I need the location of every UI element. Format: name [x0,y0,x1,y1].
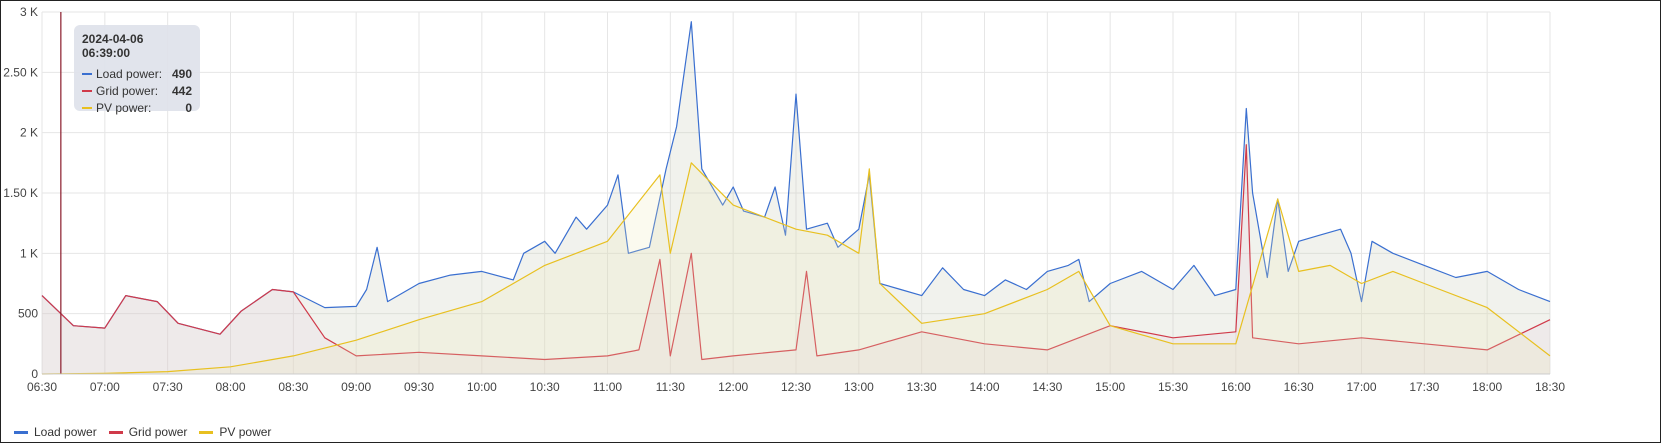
legend-grid-label: Grid power [128,425,188,439]
legend-load-swatch-icon [14,430,28,434]
hover-tooltip: 2024-04-06 06:39:00 Load power: 490 Grid… [74,25,200,115]
legend-item-load[interactable]: Load power [14,425,97,439]
x-tick-label: 16:00 [1221,380,1251,394]
x-tick-label: 18:00 [1472,380,1502,394]
y-tick-label: 1.50 K [3,186,38,200]
tooltip-row-pv: PV power: 0 [82,99,192,116]
legend-grid-swatch-icon [108,430,123,434]
x-tick-label: 14:00 [969,380,999,394]
y-tick-label: 2 K [20,126,38,140]
tooltip-grid-value: 442 [171,83,192,98]
grid-swatch-icon [82,89,92,92]
x-tick-label: 09:00 [341,380,371,394]
x-tick-label: 11:00 [593,380,622,394]
series-area-1 [42,144,1550,374]
tooltip-row-load: Load power: 490 [82,65,192,82]
x-tick-label: 18:30 [1535,380,1565,394]
x-tick-label: 15:30 [1158,380,1188,394]
tooltip-title: 2024-04-06 06:39:00 [82,32,144,60]
x-tick-label: 10:00 [467,380,497,394]
pv-swatch-icon [82,106,92,109]
chart-legend: Load power Grid power PV power [14,425,271,439]
x-tick-label: 14:30 [1032,380,1062,394]
tooltip-load-name: Load power: [96,66,163,81]
x-tick-label: 12:30 [781,380,811,394]
load-swatch-icon [82,72,92,75]
x-tick-label: 10:30 [530,380,560,394]
series-line-1 [41,144,1551,361]
x-tick-label: 08:30 [278,380,308,394]
y-tick-label: 0 [31,367,38,381]
legend-load-label: Load power [34,425,97,439]
y-tick-label: 2.50 K [3,65,38,79]
x-tick-label: 09:30 [404,380,434,394]
series-area-2 [42,162,1550,374]
legend-pv-swatch-icon [199,430,214,434]
x-tick-label: 17:30 [1409,380,1439,394]
y-tick-label: 500 [18,307,38,321]
series-line-2 [41,162,1551,375]
x-tick-label: 15:00 [1095,380,1125,394]
legend-item-pv[interactable]: PV power [199,425,271,439]
x-tick-label: 16:30 [1284,380,1314,394]
series-area-0 [42,21,1550,374]
tooltip-pv-name: PV power: [96,100,152,115]
x-tick-label: 07:30 [153,380,183,394]
x-tick-label: 17:00 [1346,380,1376,394]
tooltip-row-grid: Grid power: 442 [82,82,192,99]
x-tick-label: 12:00 [718,380,748,394]
tooltip-pv-value: 0 [185,100,192,115]
x-tick-label: 07:00 [90,380,120,394]
legend-pv-label: PV power [219,425,272,439]
tooltip-load-value: 490 [171,66,192,81]
x-tick-label: 11:30 [656,380,685,394]
legend-item-grid[interactable]: Grid power [108,425,188,439]
y-tick-label: 1 K [20,246,38,260]
tooltip-grid-name: Grid power: [96,83,159,98]
x-tick-label: 13:30 [907,380,937,394]
y-tick-label: 3 K [20,5,38,19]
x-tick-label: 13:00 [844,380,874,394]
x-tick-label: 06:30 [27,380,57,394]
x-tick-label: 08:00 [215,380,245,394]
